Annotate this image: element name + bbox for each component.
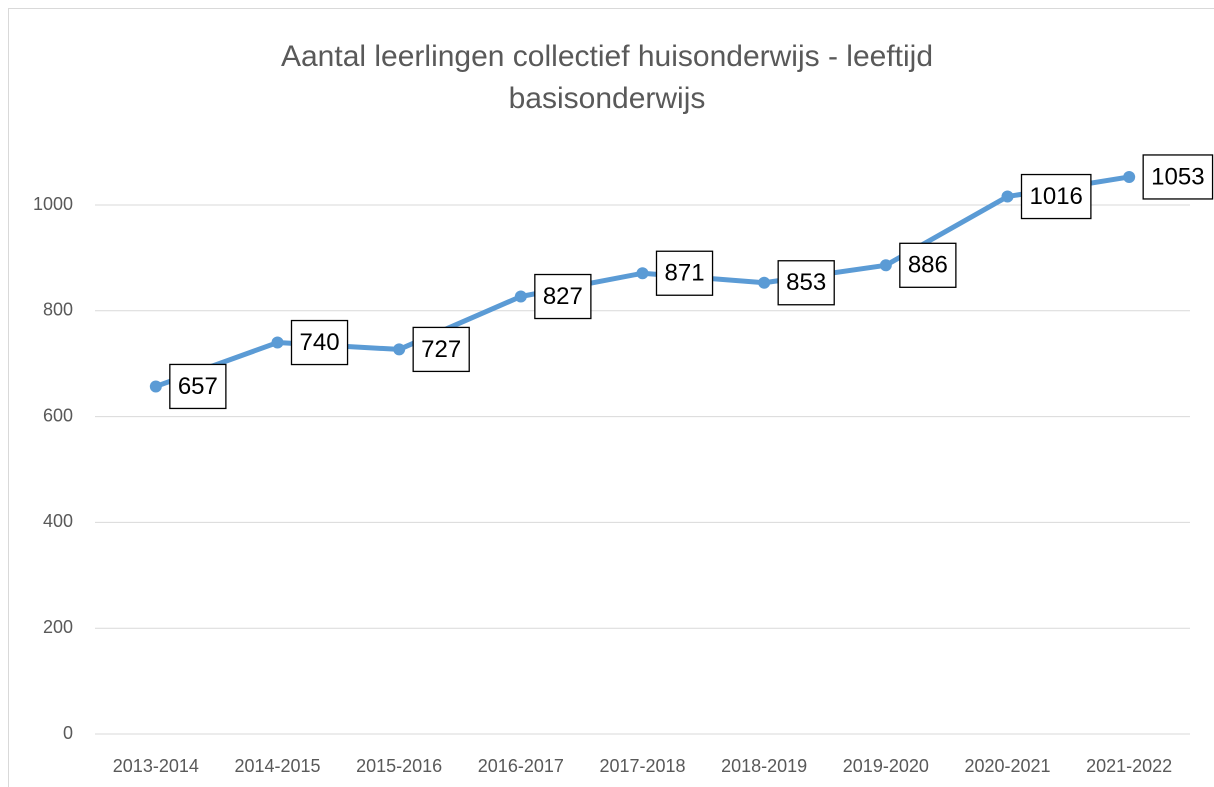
x-tick-label: 2019-2020	[843, 756, 929, 776]
marker	[1001, 190, 1014, 203]
y-tick-label: 0	[63, 723, 73, 743]
data-label-box	[290, 319, 349, 366]
data-label: 853	[777, 260, 835, 306]
data-label-box	[655, 250, 714, 296]
marker	[271, 336, 284, 349]
data-label-box	[1142, 154, 1214, 200]
data-label-box	[1020, 173, 1092, 220]
data-label-text: 740	[300, 329, 340, 356]
x-tick-label: 2016-2017	[478, 756, 564, 776]
data-label-text: 657	[178, 373, 218, 400]
data-label-box	[777, 260, 835, 306]
data-label: 727	[412, 326, 470, 373]
data-label: 827	[534, 273, 592, 320]
chart-title: Aantal leerlingen collectief huisonderwi…	[280, 40, 934, 115]
x-tick-label: 2017-2018	[599, 756, 685, 776]
data-label-text: 871	[665, 260, 705, 287]
data-label: 871	[655, 250, 714, 296]
x-tick-label: 2014-2015	[234, 756, 320, 776]
data-label-box	[169, 363, 227, 410]
marker	[879, 259, 892, 272]
data-label-text: 727	[421, 336, 461, 363]
marker	[514, 290, 527, 303]
x-tick-label: 2013-2014	[113, 756, 199, 776]
marker	[149, 380, 162, 393]
y-tick-label: 1000	[33, 194, 73, 214]
data-label-text: 886	[908, 252, 948, 279]
data-label-text: 827	[543, 283, 583, 310]
data-label-text: 853	[786, 269, 826, 296]
y-tick-label: 600	[43, 405, 73, 425]
y-tick-label: 400	[43, 511, 73, 531]
marker	[1123, 170, 1136, 183]
data-label-box	[534, 273, 592, 320]
x-tick-label: 2021-2022	[1086, 756, 1172, 776]
marker	[636, 267, 649, 280]
y-tick-label: 800	[43, 300, 73, 320]
chart-border	[8, 8, 1214, 787]
data-label-box	[412, 326, 470, 373]
y-tick-label: 200	[43, 617, 73, 637]
x-tick-label: 2015-2016	[356, 756, 442, 776]
data-label-box	[899, 242, 957, 288]
x-tick-label: 2018-2019	[721, 756, 807, 776]
data-label: 1053	[1142, 154, 1214, 200]
data-label: 1016	[1020, 173, 1092, 220]
data-label-text: 1016	[1030, 183, 1083, 210]
data-label: 886	[899, 242, 957, 288]
data-label-text: 1053	[1151, 163, 1204, 190]
data-label: 740	[290, 319, 349, 366]
data-label: 657	[169, 363, 227, 410]
x-tick-label: 2020-2021	[964, 756, 1050, 776]
marker	[393, 343, 406, 356]
marker	[758, 276, 771, 289]
